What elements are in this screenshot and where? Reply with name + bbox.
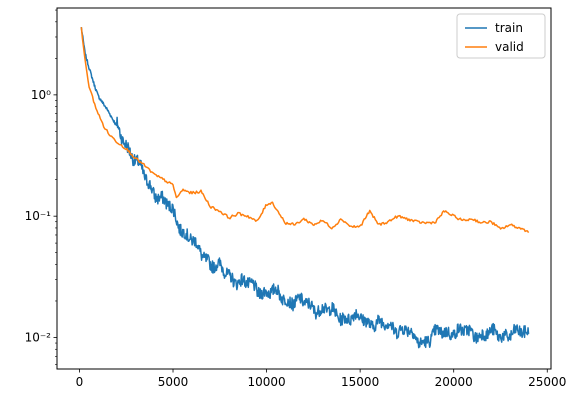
x-tick-label: 0	[76, 375, 84, 389]
series-line-valid	[80, 27, 530, 234]
x-tick-label: 10000	[247, 375, 285, 389]
legend: train valid	[456, 13, 546, 59]
y-axis: 10⁻² 10⁻¹ 10⁰	[25, 9, 57, 365]
x-tick-label: 25000	[528, 375, 566, 389]
plot-background	[57, 8, 551, 369]
series-line-train	[80, 26, 530, 349]
y-tick-label: 10⁻²	[25, 331, 52, 345]
x-axis: 0 5000 10000 15000 20000 25000	[76, 369, 566, 389]
y-tick-label: 10⁻¹	[25, 209, 52, 223]
y-tick-label: 10⁰	[31, 88, 51, 102]
legend-label-train: train	[495, 21, 523, 35]
series-layer	[80, 26, 530, 349]
x-tick-label: 20000	[435, 375, 473, 389]
plot-frame	[56, 7, 552, 370]
legend-label-valid: valid	[495, 40, 524, 54]
x-tick-label: 15000	[341, 375, 379, 389]
x-tick-label: 5000	[158, 375, 189, 389]
